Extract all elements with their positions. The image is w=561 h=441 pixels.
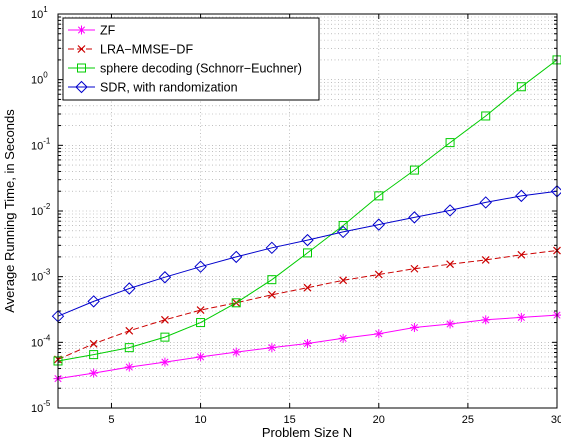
data-point [87,295,100,308]
data-point [410,264,419,273]
x-tick-labels: 5 10 15 20 25 30 [108,414,561,426]
data-point [161,315,169,324]
series-layer [51,55,561,384]
data-point [336,225,350,239]
legend-item: LRA−MMSE−DF [68,43,193,57]
data-point [196,306,205,314]
data-point [516,312,526,322]
y-tick-label: 10-2 [31,202,51,218]
data-point [517,250,526,259]
data-point [89,339,98,348]
legend-label: SDR, with randomization [100,81,238,95]
data-point [231,298,241,308]
y-tick-label: 100 [31,71,48,87]
data-point [124,362,134,372]
y-tick-label: 10-5 [31,399,51,415]
data-point [230,250,243,264]
legend-item: SDR, with randomization [68,81,238,95]
data-point [196,318,206,328]
data-point [124,343,134,353]
x-tick-label: 25 [462,414,474,426]
data-point [479,196,492,209]
data-point [481,315,491,325]
data-point [123,282,136,295]
data-point [446,260,454,269]
data-point [515,189,528,203]
data-point [160,357,170,367]
legend-label: ZF [100,24,116,38]
x-tick-label: 10 [194,414,206,426]
data-point [374,329,384,339]
data-point [338,333,348,343]
legend: ZF LRA−MMSE−DF sphere decoding (Schnorr−Eu… [62,17,320,101]
data-point [77,63,86,73]
data-point [75,80,88,94]
data-point [481,255,490,264]
data-point [481,111,491,121]
x-tick-label: 30 [551,414,561,426]
data-point [77,45,86,53]
x-tick-label: 5 [108,414,114,426]
x-tick-label: 15 [284,414,296,426]
data-point [89,350,99,360]
series-line [57,250,558,360]
data-point [301,233,314,247]
data-point [231,347,241,357]
y-tick-label: 10-4 [31,333,51,349]
data-point [409,323,419,333]
data-point [339,276,348,285]
plot-frame [57,13,558,409]
data-point [77,25,86,35]
x-axis-label: Problem Size N [262,425,352,440]
data-point [265,241,279,255]
legend-label: LRA−MMSE−DF [100,43,193,57]
data-point [516,82,526,92]
data-point [194,260,207,273]
x-tick-label: 20 [373,414,385,426]
legend-item: sphere decoding (Schnorr−Euchner) [68,62,302,76]
data-point [372,218,385,231]
data-point [196,352,206,362]
y-tick-label: 101 [31,5,48,21]
data-point [158,271,172,284]
series-line [57,59,558,362]
data-point [409,165,419,175]
series-line [57,190,558,317]
y-tick-label: 10-1 [31,136,51,152]
legend-item: ZF [68,24,116,38]
data-point [303,338,312,348]
y-tick-label: 10-3 [31,268,51,284]
data-point [445,138,455,148]
data-point [374,191,384,201]
data-point [443,204,457,217]
data-point [374,270,383,279]
data-point [89,368,99,378]
data-point [160,332,170,342]
data-point [303,248,312,258]
legend-label: sphere decoding (Schnorr−Euchner) [100,62,302,76]
y-tick-labels: 10-5 10-4 10-3 10-2 10-1 100 101 [31,5,51,415]
data-point [125,326,134,335]
data-point [445,319,455,329]
data-point [338,221,348,231]
series-1 [53,310,561,384]
data-point [267,275,277,285]
series-2 [54,246,561,364]
legend-box [62,17,320,101]
data-point [267,343,277,353]
data-point [267,290,276,299]
y-axis-label: Average Running Time, in Seconds [2,109,17,313]
data-point [408,211,421,224]
data-point [303,283,312,292]
